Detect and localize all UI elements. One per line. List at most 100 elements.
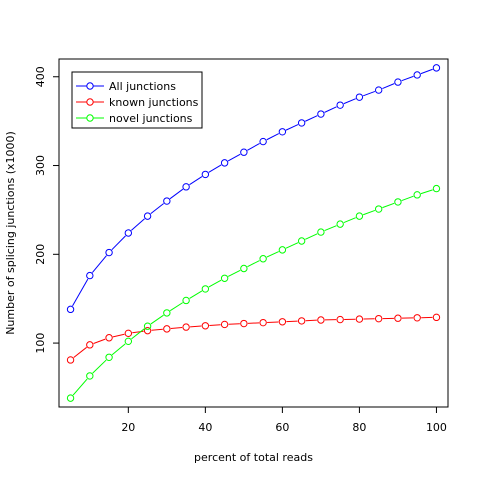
y-axis-label: Number of splicing junctions (x1000) bbox=[4, 131, 17, 335]
series-segment bbox=[285, 124, 299, 131]
series-segment bbox=[305, 115, 318, 122]
data-point bbox=[413, 314, 421, 322]
x-tick-label: 100 bbox=[426, 421, 447, 434]
x-tick-label: 20 bbox=[121, 421, 135, 434]
series-segment bbox=[247, 322, 260, 324]
series-segment bbox=[131, 328, 145, 340]
series-2 bbox=[66, 313, 441, 364]
series-segment bbox=[343, 217, 356, 224]
data-point bbox=[355, 212, 364, 220]
series-segment bbox=[266, 133, 280, 141]
series-segment bbox=[111, 343, 126, 356]
data-point bbox=[182, 296, 190, 305]
series-segment bbox=[247, 143, 260, 151]
series-1 bbox=[66, 64, 441, 314]
series-segment bbox=[266, 251, 279, 258]
series-segment bbox=[305, 233, 318, 240]
data-point bbox=[374, 205, 383, 213]
x-tick-label: 60 bbox=[275, 421, 289, 434]
series-segment bbox=[382, 83, 395, 90]
series-layer bbox=[66, 64, 441, 402]
data-point bbox=[66, 356, 75, 364]
series-segment bbox=[91, 255, 107, 273]
data-point bbox=[297, 119, 306, 127]
data-point bbox=[336, 315, 344, 324]
series-segment bbox=[189, 290, 203, 299]
series-segment bbox=[209, 324, 221, 326]
series-segment bbox=[227, 269, 241, 277]
series-segment bbox=[169, 302, 184, 312]
legend: All junctions known junctions novel juncti… bbox=[71, 71, 203, 129]
x-axis: 20 40 60 80 100 bbox=[121, 407, 447, 434]
legend-marker bbox=[86, 98, 94, 106]
x-tick-label: 40 bbox=[198, 421, 212, 434]
data-point bbox=[259, 255, 267, 263]
data-point bbox=[394, 78, 402, 86]
data-point bbox=[143, 322, 152, 330]
series-segment bbox=[227, 153, 241, 162]
data-point bbox=[163, 197, 171, 205]
series-3 bbox=[66, 184, 441, 402]
legend-item: novel junctions bbox=[76, 112, 193, 125]
series-segment bbox=[267, 321, 279, 323]
series-segment bbox=[324, 106, 337, 113]
data-point bbox=[66, 394, 75, 402]
data-point bbox=[336, 220, 344, 228]
series-segment bbox=[131, 218, 145, 231]
series-segment bbox=[73, 346, 87, 358]
series-segment bbox=[189, 176, 203, 186]
series-segment bbox=[208, 279, 222, 288]
data-point bbox=[317, 110, 325, 118]
data-point bbox=[182, 183, 190, 191]
data-point bbox=[432, 313, 441, 322]
data-point bbox=[278, 318, 287, 326]
y-tick-label: 300 bbox=[34, 155, 47, 176]
series-segment bbox=[92, 359, 107, 374]
data-point bbox=[124, 229, 133, 237]
data-point bbox=[317, 228, 325, 236]
data-point bbox=[259, 137, 267, 146]
legend-marker bbox=[86, 114, 94, 122]
data-point bbox=[297, 317, 306, 325]
data-point bbox=[432, 64, 441, 72]
data-point bbox=[124, 329, 133, 338]
data-point bbox=[86, 341, 94, 349]
series-segment bbox=[247, 260, 260, 268]
data-point bbox=[355, 315, 364, 323]
data-point bbox=[394, 198, 402, 206]
series-segment bbox=[112, 333, 125, 338]
y-tick-label: 100 bbox=[34, 333, 47, 354]
legend-item: All junctions bbox=[76, 80, 176, 93]
series-segment bbox=[169, 188, 184, 200]
x-axis-label: percent of total reads bbox=[194, 451, 313, 464]
series-segment bbox=[286, 320, 298, 323]
series-segment bbox=[420, 189, 433, 195]
data-point bbox=[240, 319, 248, 328]
series-segment bbox=[170, 326, 183, 330]
data-point bbox=[124, 337, 133, 346]
series-segment bbox=[420, 68, 433, 75]
series-segment bbox=[382, 202, 395, 209]
data-point bbox=[220, 274, 229, 282]
data-point bbox=[201, 322, 210, 330]
data-point bbox=[355, 93, 364, 101]
data-point bbox=[163, 325, 171, 333]
y-tick-label: 400 bbox=[34, 66, 47, 87]
data-point bbox=[240, 148, 248, 156]
data-point bbox=[105, 353, 113, 361]
y-tick-label: 200 bbox=[34, 244, 47, 265]
series-segment bbox=[208, 164, 222, 173]
data-point bbox=[394, 314, 402, 322]
series-segment bbox=[72, 278, 89, 307]
y-axis: 100 200 300 400 bbox=[34, 66, 59, 354]
data-point bbox=[143, 212, 152, 220]
data-point bbox=[220, 159, 229, 167]
series-segment bbox=[343, 98, 356, 105]
data-point bbox=[105, 248, 113, 257]
series-segment bbox=[150, 203, 165, 215]
data-point bbox=[163, 309, 171, 317]
series-segment bbox=[93, 338, 106, 344]
series-segment bbox=[151, 328, 163, 331]
series-segment bbox=[401, 75, 414, 82]
